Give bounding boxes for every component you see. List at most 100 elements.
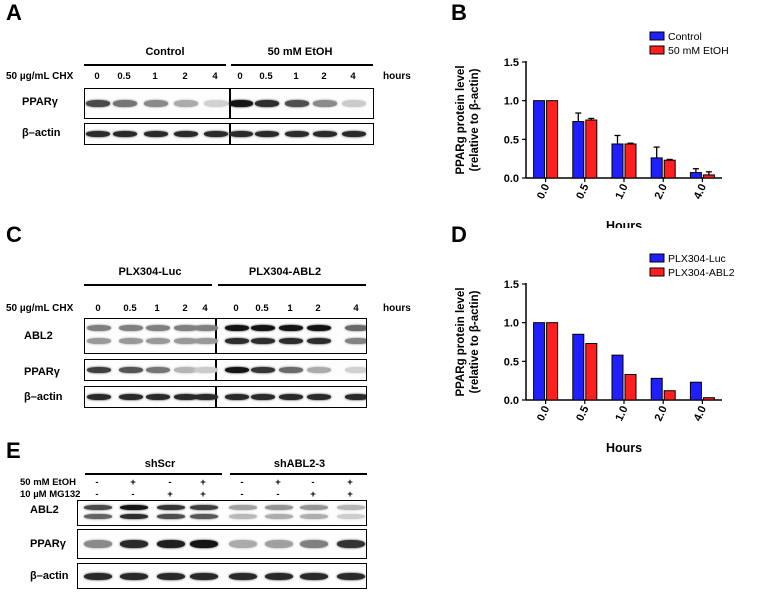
protein-band — [337, 505, 365, 510]
protein-band — [113, 100, 137, 107]
protein-band — [174, 100, 198, 107]
protein-band — [229, 573, 257, 580]
x-tick-label: 0.0 — [535, 182, 552, 201]
y-axis-title-line: (relative to β-actin) — [469, 290, 481, 393]
protein-band — [120, 573, 148, 580]
bar-plx304-luc — [572, 333, 585, 401]
protein-band — [345, 394, 366, 400]
protein-band — [190, 573, 218, 580]
protein-band — [307, 325, 331, 331]
protein-band — [204, 131, 228, 137]
western-blot-ppar — [84, 359, 367, 381]
bar-control — [611, 143, 624, 179]
condition-sign: - — [168, 477, 172, 488]
bar-control — [533, 100, 546, 179]
protein-band — [113, 131, 137, 137]
x-tick-label: 1.0 — [613, 182, 630, 201]
panel-label-a: A — [6, 0, 22, 25]
protein-band — [307, 367, 331, 373]
protein-band — [194, 338, 218, 344]
x-tick-label: 0.0 — [535, 404, 552, 423]
condition-sign: - — [276, 489, 280, 500]
protein-band — [86, 131, 110, 137]
legend-swatch — [649, 45, 665, 55]
protein-band — [84, 540, 112, 548]
protein-band — [279, 325, 303, 331]
y-axis-title: PPARg protein level (relative to β-actin) — [455, 65, 481, 174]
protein-band — [86, 100, 110, 107]
cond-label-chx: 50 µg/mL CHX — [6, 71, 74, 82]
group-underline — [84, 64, 226, 66]
group-underline — [231, 64, 373, 66]
protein-band — [300, 573, 328, 580]
condition-sign: - — [240, 477, 244, 488]
bar-plx304-luc — [611, 354, 624, 401]
protein-band — [190, 540, 218, 548]
western-blot-ppar — [84, 88, 374, 119]
panel-label-d: D — [451, 222, 467, 247]
protein-band — [229, 540, 257, 548]
protein-band — [300, 514, 328, 519]
protein-band — [307, 394, 331, 400]
bar-plx304-luc — [533, 322, 546, 401]
legend-swatch — [649, 31, 665, 41]
row-label-abl2: ABL2 — [24, 330, 53, 342]
bar-50-mm-etoh — [663, 159, 676, 179]
bar-plx304-abl2 — [546, 322, 559, 401]
y-tick-label: 0.0 — [504, 173, 519, 185]
lane-label: 4 — [350, 71, 356, 82]
panel-label-e: E — [6, 438, 21, 463]
x-axis-title: Hours — [606, 219, 642, 228]
protein-band — [87, 338, 111, 344]
y-tick-label: 1.0 — [504, 318, 519, 330]
condition-sign: + — [275, 477, 281, 488]
group-label-shabl2-3: shABL2-3 — [273, 458, 326, 470]
protein-band — [120, 514, 148, 519]
protein-band — [157, 573, 185, 580]
bar-plx304-luc — [689, 381, 702, 401]
protein-band — [194, 367, 218, 373]
protein-band — [265, 514, 293, 519]
y-axis-title-line: PPARg protein level — [455, 287, 467, 396]
protein-band — [84, 514, 112, 519]
protein-band — [285, 131, 309, 137]
protein-band — [174, 367, 198, 373]
protein-band — [225, 338, 249, 344]
bar-50-mm-etoh — [702, 174, 715, 179]
lane-label: 2 — [182, 71, 188, 82]
protein-band — [84, 505, 112, 510]
condition-sign: + — [167, 489, 173, 500]
protein-band — [300, 505, 328, 510]
protein-band — [265, 573, 293, 580]
western-blot-ppar — [77, 529, 367, 559]
row-label-abl2: ABL2 — [30, 504, 59, 516]
protein-band — [225, 325, 249, 331]
group-underline — [230, 473, 367, 475]
x-tick-label: 4.0 — [692, 404, 709, 423]
y-tick-label: 1.5 — [504, 57, 519, 69]
protein-band — [146, 338, 170, 344]
group-underline — [218, 284, 366, 286]
protein-band — [119, 338, 143, 344]
group-label-control: Control — [145, 46, 185, 58]
cond-label-etoh: 50 mM EtOH — [20, 477, 76, 488]
protein-band — [87, 394, 111, 400]
protein-band — [313, 100, 337, 107]
y-axis-title-line: PPARg protein level — [455, 65, 467, 174]
bar-chart-b: 0.0 0.5 1.0 1.5 PPARg protein level (relative… — [455, 31, 729, 228]
legend-label: PLX304-ABL2 — [668, 267, 735, 279]
protein-band — [194, 325, 218, 331]
protein-band — [157, 505, 185, 510]
protein-band — [190, 505, 218, 510]
lane-label: 2 — [321, 71, 327, 82]
condition-sign: - — [95, 477, 99, 488]
protein-band — [255, 100, 279, 107]
protein-band — [313, 131, 337, 137]
condition-sign: + — [200, 489, 206, 500]
protein-band — [204, 100, 228, 107]
protein-band — [337, 540, 365, 548]
protein-band — [144, 100, 168, 107]
lane-label: 1 — [154, 303, 160, 314]
western-blot-abl2 — [77, 500, 367, 526]
x-tick-label: 0.5 — [574, 404, 591, 423]
